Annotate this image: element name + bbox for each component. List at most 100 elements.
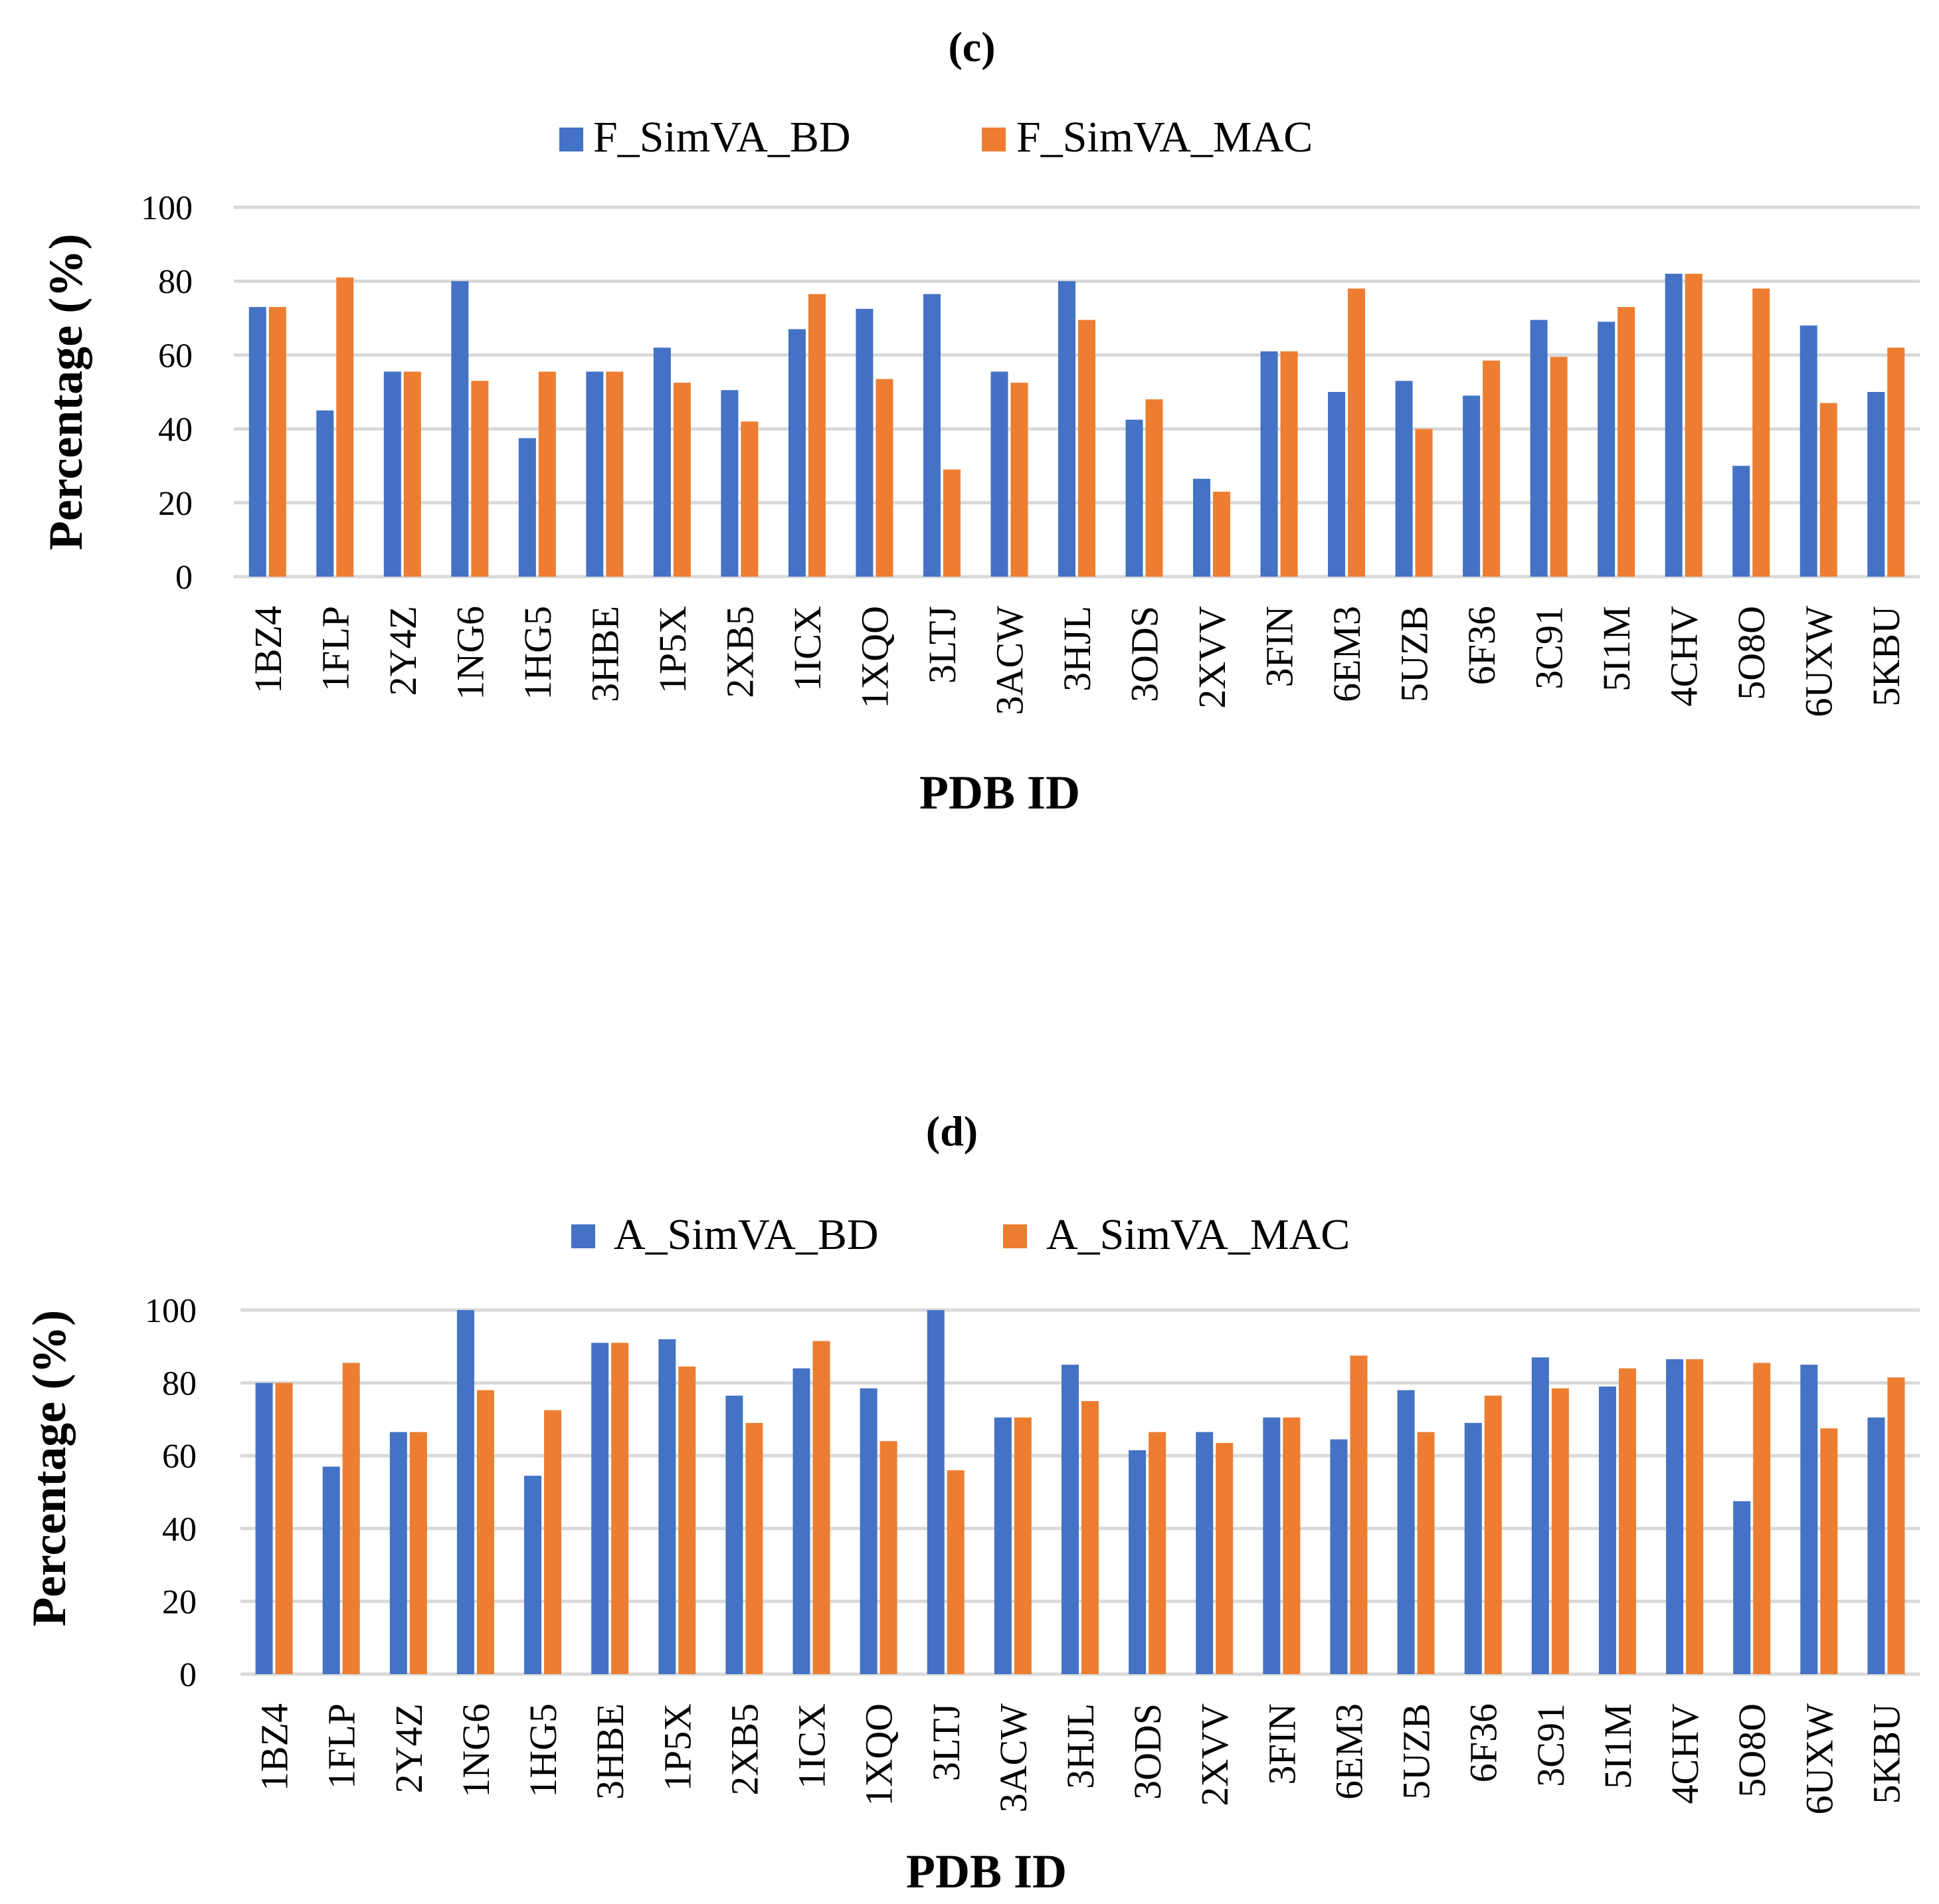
y-axis-title: Percentage (%) [23,1310,76,1626]
x-tick-label: 1XQO [853,606,896,709]
x-tick-label: 3FIN [1258,606,1301,687]
y-tick-label: 20 [162,1583,197,1621]
x-tick-label: 5KBU [1865,606,1908,706]
x-axis-title: PDB ID [919,766,1080,819]
chart-panel-d: (d) A_SimVA_BD A_SimVA_MAC Percentage (%… [23,1107,1920,1898]
x-tick-label: 6UXW [1798,1703,1841,1815]
legend-swatch-mac [1003,1224,1027,1248]
bar-bd [1125,419,1143,577]
x-tick-label: 3HBE [589,1703,632,1800]
bar-bd [792,1368,810,1674]
bar-bd [383,371,401,577]
x-tick-label: 1FLP [320,1703,363,1789]
bar-mac [544,1410,562,1674]
bar-mac [1483,360,1501,577]
x-tick-label: 3HBE [583,606,626,702]
bar-bd [856,308,874,577]
gridlines [234,205,1920,579]
bar-bd [1129,1450,1147,1674]
x-axis-title: PDB ID [906,1845,1067,1898]
bar-mac [1752,288,1770,577]
bar-mac [606,371,624,577]
bar-mac [1618,1368,1636,1674]
x-tick-label: 2Y4Z [381,606,424,696]
bar-bd [1062,1365,1079,1674]
x-tick-label: 3HJL [1059,1703,1102,1789]
legend-label-mac: A_SimVA_MAC [1046,1210,1350,1259]
legend-swatch-mac [982,128,1006,151]
y-tick-label: 80 [158,263,193,301]
legend-swatch-bd [571,1224,595,1248]
bar-bd [788,329,806,577]
x-tick-label: 3ACW [988,606,1031,715]
bar-mac [403,371,421,577]
bar-bd [1732,466,1750,577]
bar-mac [1685,274,1703,577]
bar-bd [1665,274,1683,577]
y-tick-label: 60 [162,1438,197,1476]
bar-bd [1733,1501,1751,1674]
y-tick-label: 100 [141,189,193,227]
bar-bd [653,347,671,577]
legend-label-mac: F_SimVA_MAC [1016,113,1313,161]
x-tick-label: 2XVV [1190,606,1234,709]
bar-mac [1010,383,1028,577]
chart-title: (d) [926,1107,978,1155]
x-tick-label: 1P5X [656,1703,699,1791]
x-tick-label: 1P5X [651,606,694,694]
x-tick-label: 3HJL [1056,606,1099,692]
x-tick-label: 1BZ4 [246,606,290,694]
bar-mac [1617,307,1635,577]
x-tick-labels: 1BZ4 1FLP 2Y4Z 1NG6 1HG5 3HBE 1P5X 2XB5 1ICX 1XQO… [246,606,1908,717]
x-tick-label: 6EM3 [1325,606,1368,702]
bar-mac [1686,1359,1704,1674]
bar-bd [451,281,469,577]
x-tick-label: 3ODS [1123,606,1166,702]
x-tick-label: 4CHV [1663,606,1706,707]
x-tick-label: 5O8O [1730,1703,1774,1798]
x-tick-label: 5I1M [1595,606,1638,692]
bar-bd [990,371,1008,577]
x-tick-label: 6F36 [1460,606,1503,685]
bar-mac [611,1343,629,1674]
bar-mac [808,294,826,577]
x-tick-label: 6F36 [1462,1703,1505,1782]
bar-mac [476,1390,494,1674]
x-tick-label: 3ODS [1126,1703,1169,1800]
bar-bd [1867,392,1885,577]
y-tick-label: 60 [158,337,193,375]
x-tick-label: 1BZ4 [253,1703,296,1791]
bar-mac [1348,288,1366,577]
x-tick-label: 3C91 [1528,606,1571,690]
bar-mac [1820,1428,1838,1674]
bar-bd [1800,325,1817,577]
x-tick-label: 6EM3 [1327,1703,1370,1800]
y-tick-label: 40 [158,411,193,449]
y-tick-label: 0 [175,559,193,597]
legend: A_SimVA_BD A_SimVA_MAC [571,1210,1350,1259]
bar-bd [248,307,266,577]
bar-bd [1800,1365,1818,1674]
bar-mac [1753,1363,1771,1674]
x-tick-label: 2XB5 [723,1703,766,1796]
bar-mac [947,1470,965,1674]
bar-mac [1551,1388,1569,1674]
bar-mac [741,421,759,577]
bars [255,1310,1905,1674]
x-tick-label: 5I1M [1596,1703,1639,1789]
bar-bd [591,1343,609,1674]
x-tick-label: 5O8O [1730,606,1773,700]
x-tick-label: 6UXW [1798,606,1841,717]
bar-mac [538,371,556,577]
bar-mac [1145,399,1163,577]
bar-bd [518,438,536,577]
bar-mac [1213,492,1231,577]
bar-bd [658,1339,676,1674]
x-tick-label: 1ICX [790,1703,834,1789]
y-tick-label: 80 [162,1365,197,1403]
bar-mac [1417,1432,1435,1674]
bar-bd [927,1310,945,1674]
bar-mac [1283,1417,1301,1674]
chart-title: (c) [948,23,995,70]
